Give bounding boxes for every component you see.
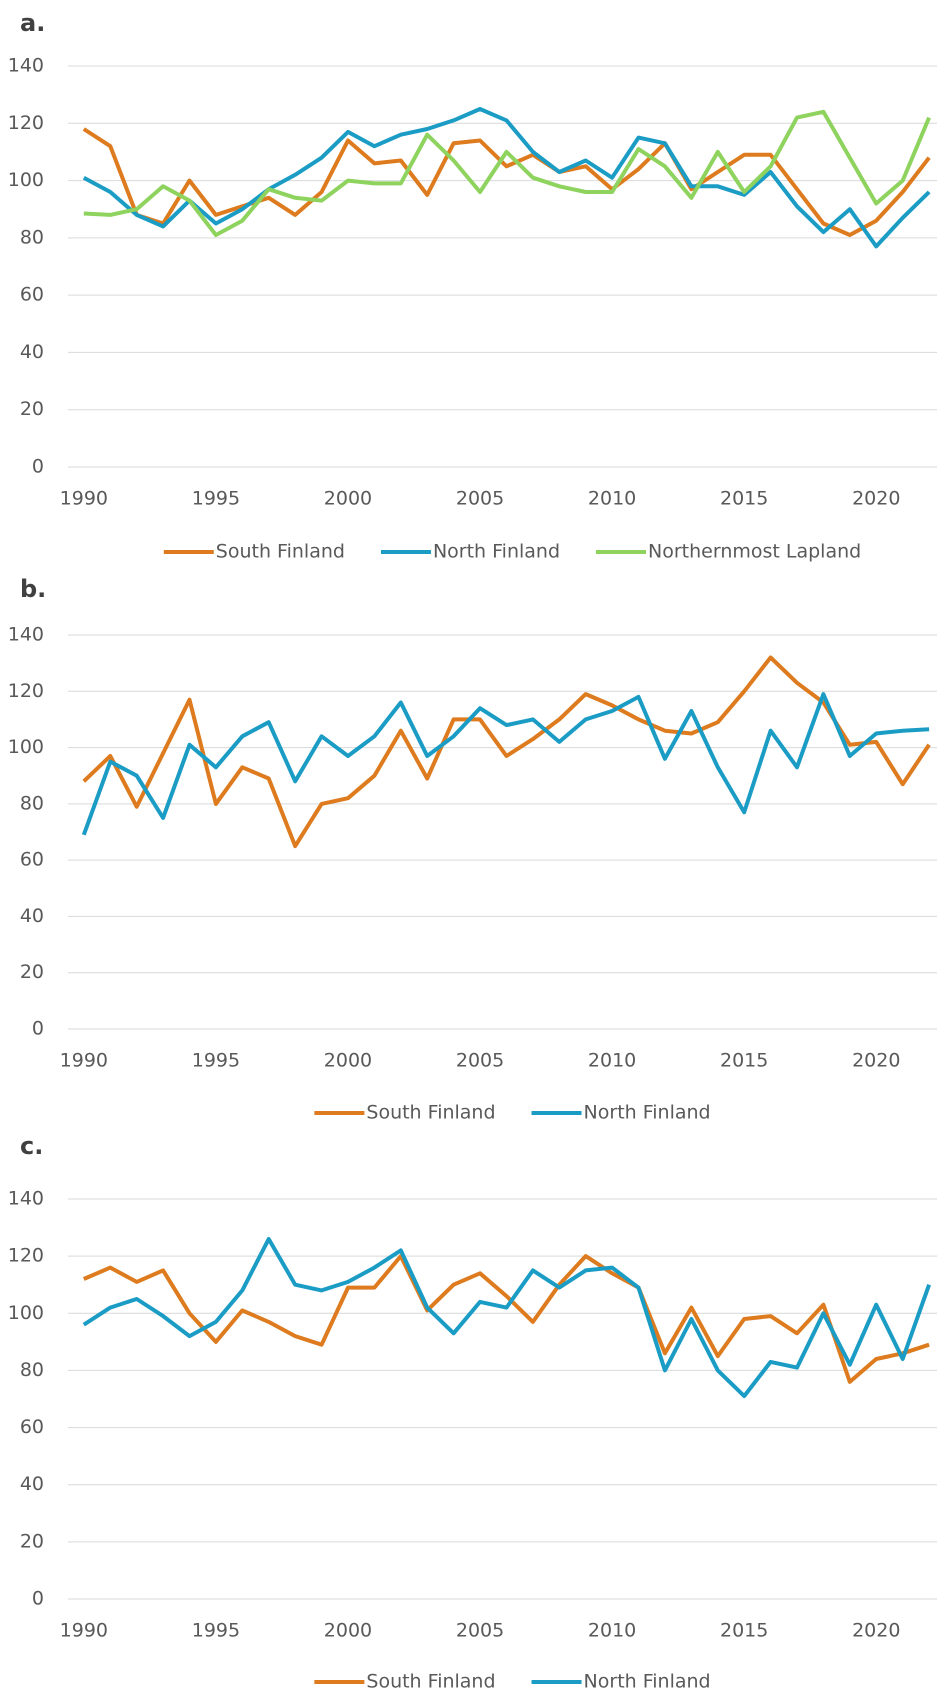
chart-panel: a. 0 20 40 60 80 100 120 140 1990 1995 2000 2005 2010…	[8, 9, 937, 563]
legend: South Finland North Finland Northernmost L…	[163, 541, 861, 563]
y-tick-label: 80	[20, 226, 44, 248]
x-tick-label: 1995	[192, 1050, 240, 1072]
series-line	[83, 1254, 930, 1384]
legend-label: North Finland	[433, 541, 560, 563]
y-tick-label: 100	[8, 1302, 44, 1324]
x-tick-label: 1990	[60, 488, 108, 510]
y-tick-label: 120	[8, 112, 44, 134]
x-tick-label: 2010	[588, 488, 636, 510]
y-tick-label: 120	[8, 1245, 44, 1267]
x-tick-label: 2015	[720, 1050, 768, 1072]
x-tick-label: 2010	[588, 1050, 636, 1072]
series-line	[82, 107, 931, 249]
y-tick-label: 60	[20, 1416, 44, 1438]
x-tick-label: 1995	[192, 1620, 240, 1642]
x-tick-label: 2005	[456, 1050, 504, 1072]
series-line	[82, 127, 931, 237]
chart-panel: b. 0 20 40 60 80 100 120 140 1990 1995 2000 2005 2010…	[8, 575, 937, 1124]
panel-label: c.	[20, 1132, 43, 1160]
series-line	[82, 655, 931, 849]
y-tick-label: 0	[32, 1018, 44, 1040]
chart-panel: c. 0 20 40 60 80 100 120 140 1990 1995 2000 2005 2010…	[8, 1132, 937, 1693]
x-tick-label: 2005	[456, 1620, 504, 1642]
panel-label: a.	[20, 9, 45, 37]
panel-label: b.	[20, 575, 46, 603]
y-tick-label: 60	[20, 284, 44, 306]
y-tick-label: 140	[8, 624, 44, 646]
y-tick-label: 140	[8, 55, 44, 77]
y-tick-label: 40	[20, 341, 44, 363]
x-tick-label: 2020	[852, 488, 900, 510]
x-tick-label: 2020	[852, 1050, 900, 1072]
x-tick-label: 2015	[720, 1620, 768, 1642]
x-tick-label: 2000	[324, 1620, 372, 1642]
x-tick-label: 2015	[720, 488, 768, 510]
legend-label: South Finland	[366, 1102, 495, 1124]
x-tick-label: 1990	[60, 1050, 108, 1072]
y-tick-label: 80	[20, 792, 44, 814]
y-tick-label: 40	[20, 905, 44, 927]
series-line	[81, 692, 930, 836]
legend: South Finland North Finland	[314, 1671, 711, 1693]
y-tick-label: 0	[32, 456, 44, 478]
x-tick-label: 1990	[60, 1620, 108, 1642]
y-tick-label: 0	[32, 1588, 44, 1610]
legend-label: Northernmost Lapland	[648, 541, 861, 563]
x-tick-label: 1995	[192, 488, 240, 510]
x-tick-label: 2010	[588, 1620, 636, 1642]
y-tick-label: 20	[20, 398, 44, 420]
y-tick-label: 20	[20, 961, 44, 983]
y-tick-label: 40	[20, 1473, 44, 1495]
x-tick-label: 2005	[456, 488, 504, 510]
legend-label: South Finland	[216, 541, 345, 563]
x-tick-label: 2000	[324, 1050, 372, 1072]
y-tick-label: 140	[8, 1188, 44, 1210]
series-line	[83, 109, 931, 237]
x-tick-label: 2020	[852, 1620, 900, 1642]
legend-label: North Finland	[584, 1102, 711, 1124]
legend-label: North Finland	[584, 1671, 711, 1693]
y-tick-label: 120	[8, 680, 44, 702]
y-tick-label: 60	[20, 849, 44, 871]
y-tick-label: 100	[8, 736, 44, 758]
legend: South Finland North Finland	[314, 1102, 711, 1124]
y-tick-label: 80	[20, 1359, 44, 1381]
x-tick-label: 2000	[324, 488, 372, 510]
y-tick-label: 20	[20, 1530, 44, 1552]
y-tick-label: 100	[8, 169, 44, 191]
legend-label: South Finland	[366, 1671, 495, 1693]
series-line	[82, 1237, 931, 1399]
